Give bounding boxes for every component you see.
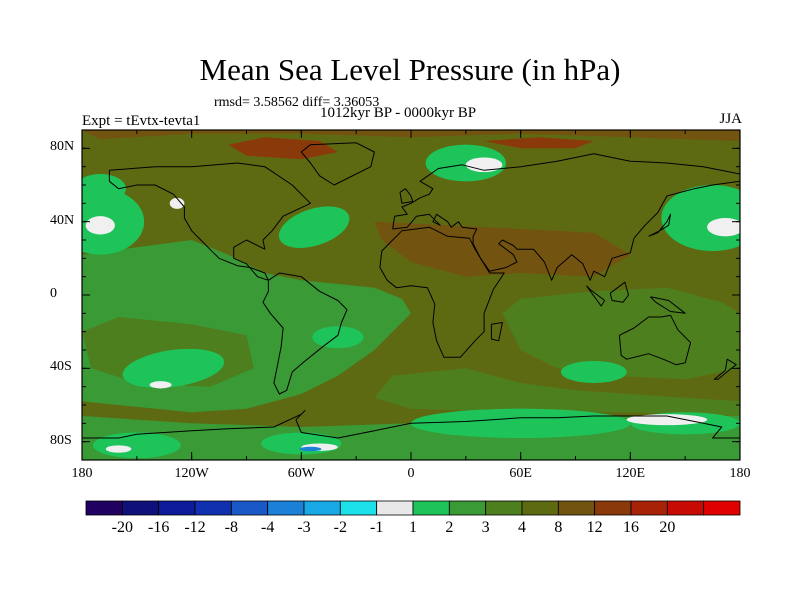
season-label: JJA [719, 111, 742, 127]
colorbar-label: -4 [260, 519, 275, 536]
colorbar-swatch [267, 500, 305, 516]
period-label: 1012kyr BP - 0000kyr BP [320, 105, 477, 121]
lon-label: 180 [729, 466, 751, 481]
colorbar-label: -8 [224, 519, 238, 536]
indo-olive [502, 287, 740, 380]
colorbar-swatch [303, 500, 341, 516]
lon-label: 60W [287, 466, 315, 481]
coastline-7 [490, 322, 503, 342]
colorbar-label: -1 [369, 519, 384, 536]
chart-title: Mean Sea Level Pressure (in hPa) [199, 52, 621, 87]
lon-label: 180 [71, 466, 93, 481]
coastline-8 [648, 213, 671, 237]
colorbar-label: 3 [481, 519, 490, 536]
colorbar-swatch [703, 500, 741, 516]
sa-high [312, 326, 364, 349]
field-layer [82, 130, 740, 460]
stats-label: rmsd= 3.58562 diff= 3.36053 [214, 95, 380, 110]
lon-label: 120E [615, 466, 646, 481]
antarctic-green-3 [411, 408, 631, 439]
white-ant-3 [626, 414, 708, 426]
coastline-13 [82, 410, 740, 439]
coastline-3 [379, 226, 505, 358]
coastline-6 [399, 188, 414, 204]
indian-high [560, 361, 627, 383]
colorbar-label: 4 [518, 519, 526, 536]
colorbar-label: 2 [445, 519, 454, 536]
arctic-green [425, 144, 507, 182]
colorbar-label: 16 [623, 519, 639, 536]
coastline-10 [609, 281, 629, 303]
colorbar-label: -12 [184, 519, 206, 536]
colorbar-swatch [376, 500, 414, 516]
eurasia-brown [374, 221, 631, 277]
colorbar-swatch [412, 500, 450, 516]
white-ne-pacific [169, 197, 185, 209]
colorbar-swatch [121, 500, 160, 516]
coastline-2 [262, 272, 348, 395]
colorbar-label: -16 [147, 519, 170, 536]
colorbar-swatch [158, 500, 196, 516]
colorbar-label: 20 [659, 519, 676, 536]
lat-label: 80S [50, 432, 72, 448]
arctic-rust-2 [484, 137, 594, 149]
coastline-1 [300, 142, 375, 186]
colorbar-swatch [485, 500, 523, 516]
white-ant-1 [105, 445, 132, 453]
colorbar-label: -20 [111, 519, 133, 536]
lat-label: 80N [50, 139, 75, 155]
coastline-5 [618, 314, 692, 366]
colorbar-swatch [666, 500, 705, 516]
lon-label: 60E [509, 466, 532, 481]
experiment-label: Expt = tEvtx-tevta1 [82, 113, 201, 129]
colorbar-label: 12 [586, 519, 603, 536]
coastline-9 [586, 285, 606, 307]
colorbar-swatch [448, 500, 487, 516]
colorbar-swatch [630, 500, 668, 516]
coastline-12 [713, 358, 737, 380]
atlantic-high [278, 206, 350, 248]
lon-label: 0 [407, 466, 415, 481]
colorbar-label: 1 [409, 519, 417, 536]
lat-label: 40S [50, 359, 72, 375]
sp-high [122, 348, 225, 388]
colorbar-swatch [339, 500, 378, 516]
colorbar-label: 8 [554, 519, 563, 536]
white-np-east [707, 218, 740, 237]
colorbar-swatch [230, 500, 269, 516]
colorbar-label: -2 [333, 519, 347, 536]
colorbar-swatch [194, 500, 232, 516]
colorbar-swatch [521, 500, 559, 516]
arctic-rust [228, 137, 338, 160]
coastline-11 [650, 296, 686, 314]
coastline-4 [392, 153, 740, 281]
colorbar-label: -3 [297, 519, 311, 536]
white-sp [149, 381, 172, 389]
lat-label: 0 [50, 286, 57, 301]
coastlines [82, 142, 740, 439]
blue-ant [299, 446, 322, 452]
lat-label: 40N [50, 212, 75, 228]
coastline-0 [108, 162, 311, 281]
white-np-west [85, 216, 115, 235]
colorbar-swatch [85, 500, 123, 516]
southern-olive [374, 368, 740, 416]
bering-green [82, 174, 126, 204]
colorbar-swatch [557, 500, 596, 516]
colorbar-swatch [594, 500, 632, 516]
lon-label: 120W [174, 466, 209, 481]
